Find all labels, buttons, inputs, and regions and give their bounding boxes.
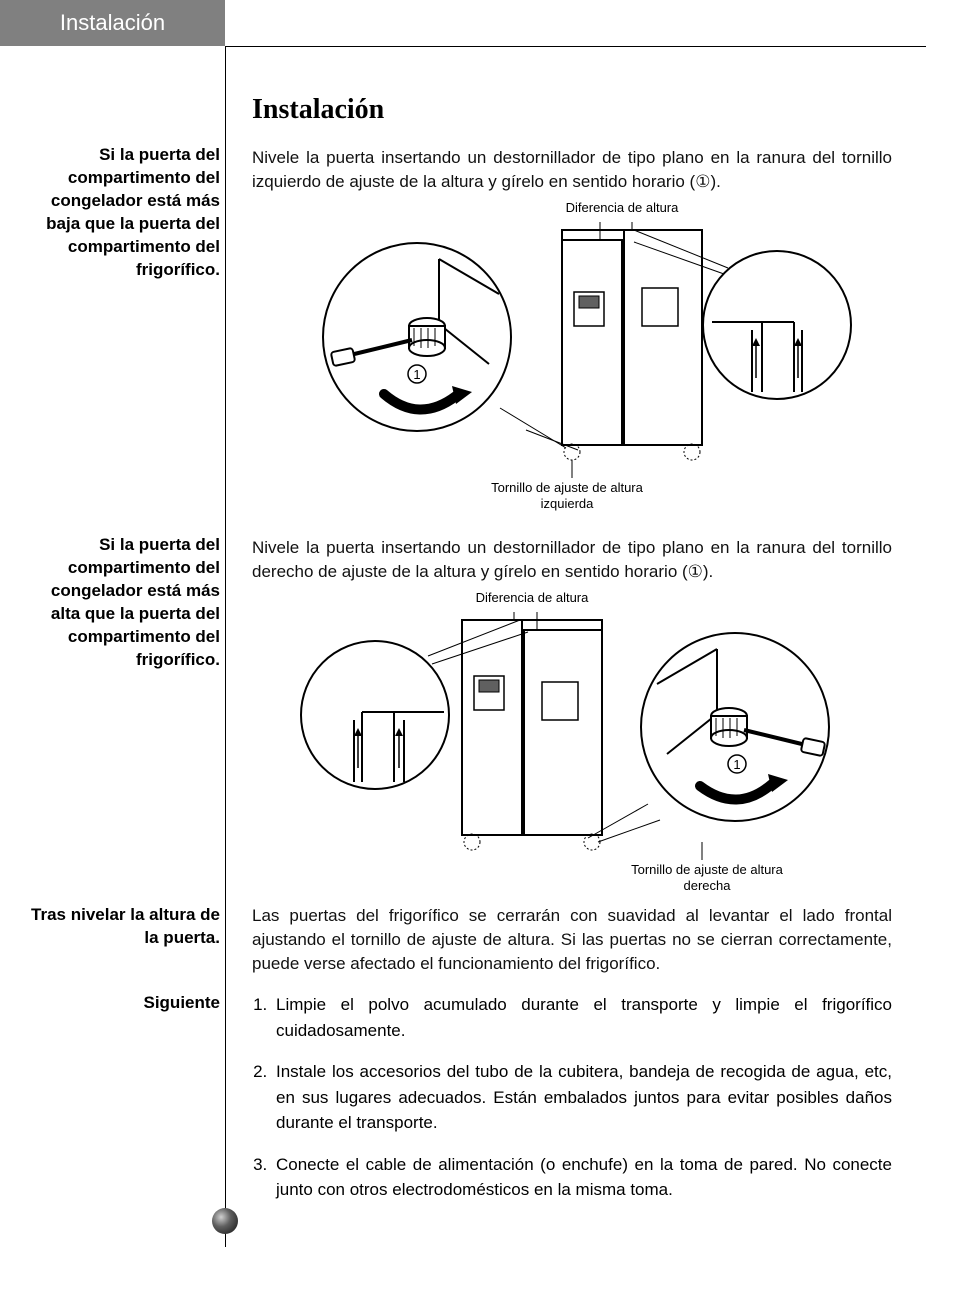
detail-circle-left-svg: 1 [324,244,514,434]
header-tab: Instalación [0,0,225,46]
step-3: Conecte el cable de alimentación (o ench… [272,1152,892,1203]
body-text-higher: Nivele la puerta insertando un destornil… [252,536,892,584]
svg-text:1: 1 [413,367,420,382]
step-2: Instale los accesorios del tubo de la cu… [272,1059,892,1136]
detail-circle-right-svg [704,252,854,402]
detail-circle-right [702,250,852,400]
detail2-circle-left [300,640,450,790]
side-heading-higher: Si la puerta del compartimento del conge… [20,534,220,672]
body-text-after: Las puertas del frigorífico se cerrarán … [252,904,892,975]
header-rule [225,46,926,47]
svg-text:1: 1 [733,757,740,772]
header-tab-label: Instalación [60,10,165,36]
diagram-lower: Diferencia de altura Tornillo de ajuste … [252,200,892,510]
diagram-higher: Diferencia de altura Tornillo de ajuste … [252,590,892,900]
side-heading-lower: Si la puerta del compartimento del conge… [20,144,220,282]
step-1: Limpie el polvo acumulado durante el tra… [272,992,892,1043]
detail-circle-left: 1 [322,242,512,432]
side-heading-next: Siguiente [20,992,220,1015]
detail2-circle-right: 1 [640,632,830,822]
content: Instalación Si la puerta del compartimen… [0,80,954,1307]
side-heading-after: Tras nivelar la altura de la puerta. [20,904,220,950]
detail2-circle-right-svg: 1 [642,634,832,824]
steps-list: Limpie el polvo acumulado durante el tra… [252,992,892,1219]
detail2-circle-left-svg [302,642,452,792]
page-dot-icon [212,1208,238,1234]
page-title: Instalación [252,94,384,126]
body-text-lower: Nivele la puerta insertando un destornil… [252,146,892,194]
